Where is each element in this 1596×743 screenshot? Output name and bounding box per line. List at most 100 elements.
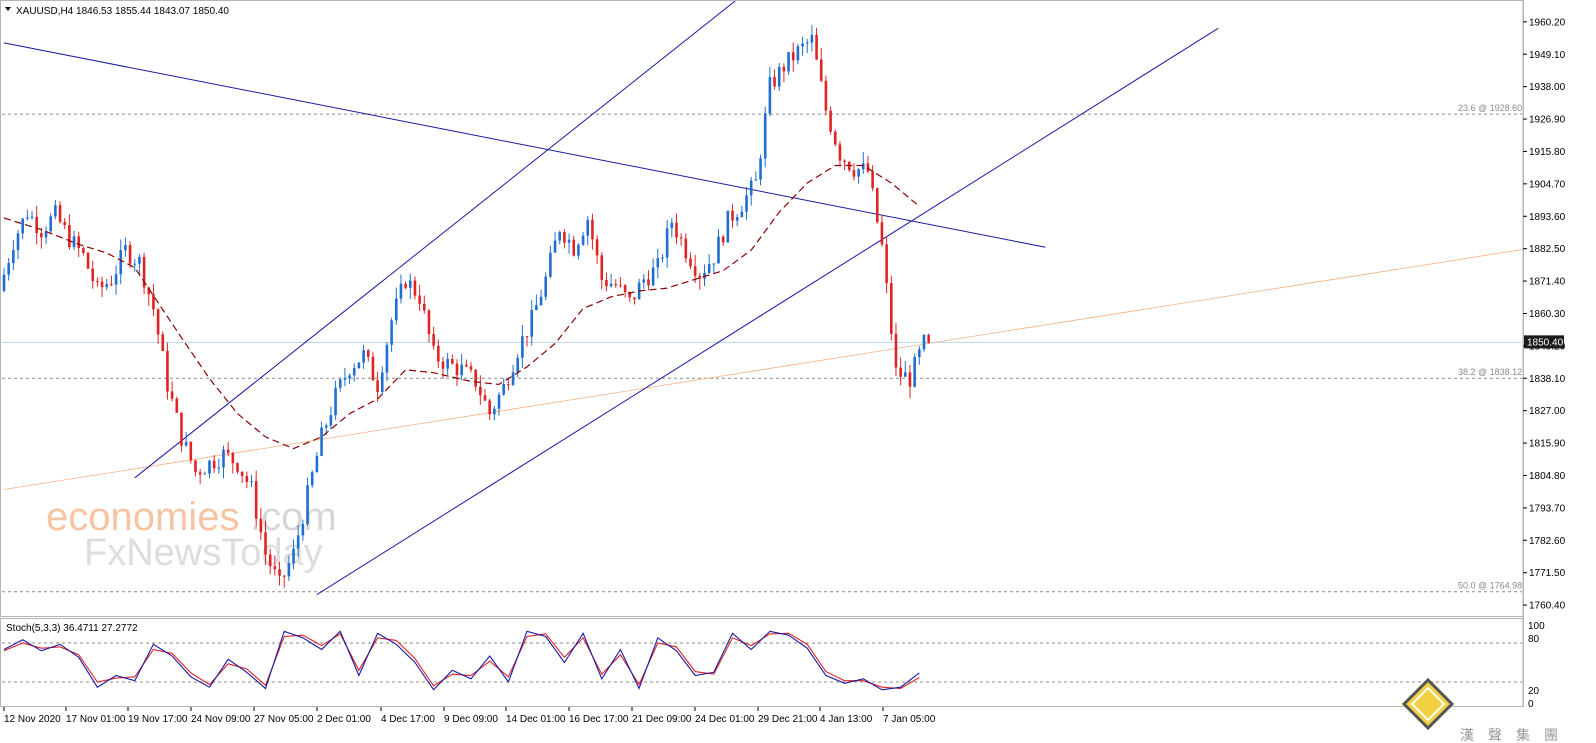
candle [754,171,758,181]
collapse-arrow-icon[interactable] [5,7,11,11]
candle [427,308,431,343]
candle [278,561,281,586]
y-tick-label-11: 1838.10 [1529,374,1566,385]
candle [366,349,370,362]
candle [212,455,216,474]
candle [40,227,43,249]
candle [399,274,403,304]
candle [49,213,52,234]
stoch-level-20: 20 [1528,686,1540,697]
candle [315,452,319,473]
candle [899,357,902,386]
candle [880,214,884,247]
candle [707,254,711,275]
candle [180,412,183,452]
candle [614,279,618,288]
candle [124,237,127,257]
candle [58,201,62,224]
candle [619,277,622,288]
fib-label-1: 38.2 @ 1838.12 [1458,367,1522,377]
candle [759,154,762,186]
y-tick-label-18: 1760.40 [1529,601,1566,612]
candle [623,284,627,298]
candle [236,462,239,474]
watermark-dotcom: .com [250,495,337,539]
candle [82,246,85,256]
candle [105,279,109,291]
candle [493,405,496,421]
x-tick-label-5: 2 Dec 01:00 [317,714,371,725]
candle [777,62,781,92]
current-price-badge: 1850.40 [1524,335,1564,349]
candle [502,378,505,396]
hansheng-logo: 漢 聲 集 團 [1401,677,1558,743]
y-tick-label-5: 1904.70 [1529,179,1566,190]
candle [675,213,678,245]
candle [96,277,99,287]
stoch-lines [2,630,1522,691]
candle [875,187,879,224]
candle [810,25,814,52]
price-panel [0,0,1524,617]
candle [418,284,421,312]
candle [815,27,818,60]
candle [12,239,15,271]
candle [352,363,356,382]
channel-line-1 [316,27,1219,595]
candle [310,470,314,488]
candle [805,39,809,54]
candles [2,25,930,588]
candle [535,294,538,311]
candle [735,214,739,227]
candle [829,106,832,135]
y-tick-label-8: 1871.40 [1529,277,1566,288]
candle [474,369,477,391]
candle [264,521,267,565]
logo-char-3: 集 [1516,727,1530,743]
y-tick-label-2: 1938.00 [1529,82,1566,93]
candle [843,159,846,170]
stoch-panel [0,618,1524,707]
y-tick-label-13: 1815.90 [1529,439,1566,450]
y-tick-label-17: 1771.50 [1529,568,1566,579]
candle [21,217,24,240]
candle [479,375,482,405]
candle [563,228,566,249]
candle [455,359,459,386]
time-axis: 12 Nov 2020 17 Nov 01:00 19 Nov 17:00 24 No… [3,707,936,725]
y-tick-label-6: 1893.60 [1529,212,1566,223]
candle [30,211,34,220]
candle [721,234,725,246]
candle [749,177,753,206]
candle [54,199,57,220]
candle [35,205,38,245]
candle [857,168,860,184]
x-tick-label-7: 9 Dec 09:00 [444,714,498,725]
candle [222,445,225,479]
candle [413,276,417,300]
candle [609,273,613,288]
candle [740,205,744,218]
x-tick-label-3: 24 Nov 09:00 [191,714,251,725]
candle [128,241,132,268]
candle [731,204,734,228]
candle [553,232,557,253]
candle [404,281,407,290]
resistance-line [3,42,1046,248]
candle [208,459,211,479]
candle [507,378,510,391]
candle [189,441,193,464]
candle [595,235,599,265]
candle [833,129,837,147]
candle [852,163,856,181]
candle [432,326,435,350]
x-tick-label-6: 4 Dec 17:00 [381,714,435,725]
candle [460,353,463,381]
candle [465,359,468,368]
candle [119,239,123,285]
x-tick-label-2: 19 Nov 17:00 [128,714,188,725]
candle [838,141,842,167]
candle [469,362,473,373]
y-tick-label-7: 1882.50 [1529,244,1566,255]
